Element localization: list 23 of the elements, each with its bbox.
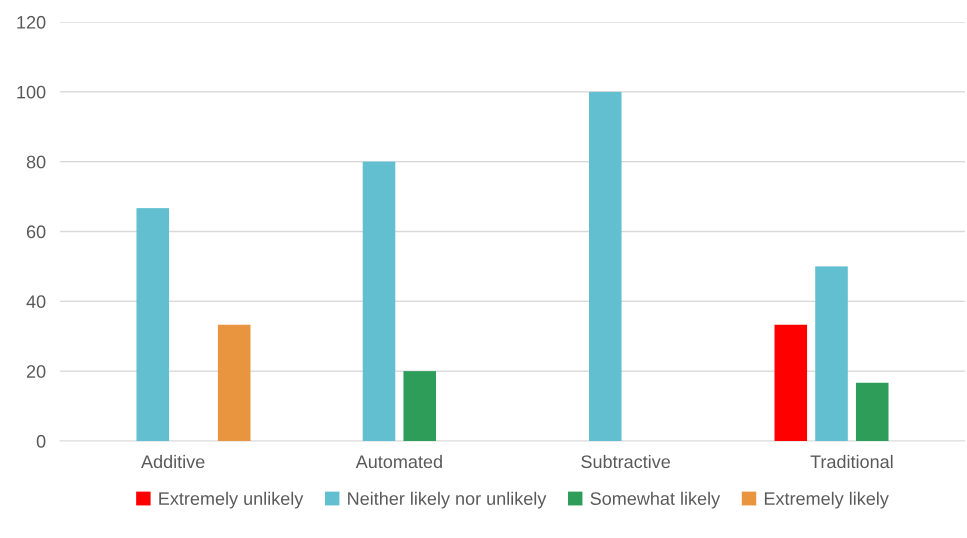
bar xyxy=(403,371,436,441)
legend-label: Extremely likely xyxy=(764,492,889,509)
legend-label: Extremely unlikely xyxy=(159,492,304,509)
bar xyxy=(136,208,170,441)
x-tick-label: Traditional xyxy=(810,454,892,468)
bar xyxy=(774,324,808,441)
x-tick-label: Automated xyxy=(356,454,442,468)
legend-label: Neither likely nor unlikely xyxy=(348,492,546,509)
y-tick-label: 60 xyxy=(26,225,46,238)
legend-label: Somewhat likely xyxy=(590,492,720,509)
y-tick-label: 120 xyxy=(17,16,46,29)
y-tick-label: 100 xyxy=(17,86,46,99)
bar xyxy=(218,324,251,441)
y-tick-label: 80 xyxy=(26,156,46,168)
x-tick-label: Additive xyxy=(141,454,204,468)
bar xyxy=(856,382,889,441)
y-tick-label: 20 xyxy=(26,365,46,378)
bar xyxy=(588,92,622,441)
bar xyxy=(815,266,848,441)
bar xyxy=(362,162,396,441)
y-tick-label: 40 xyxy=(26,295,46,308)
y-tick-label: 0 xyxy=(36,434,46,448)
x-tick-label: Subtractive xyxy=(581,454,670,468)
